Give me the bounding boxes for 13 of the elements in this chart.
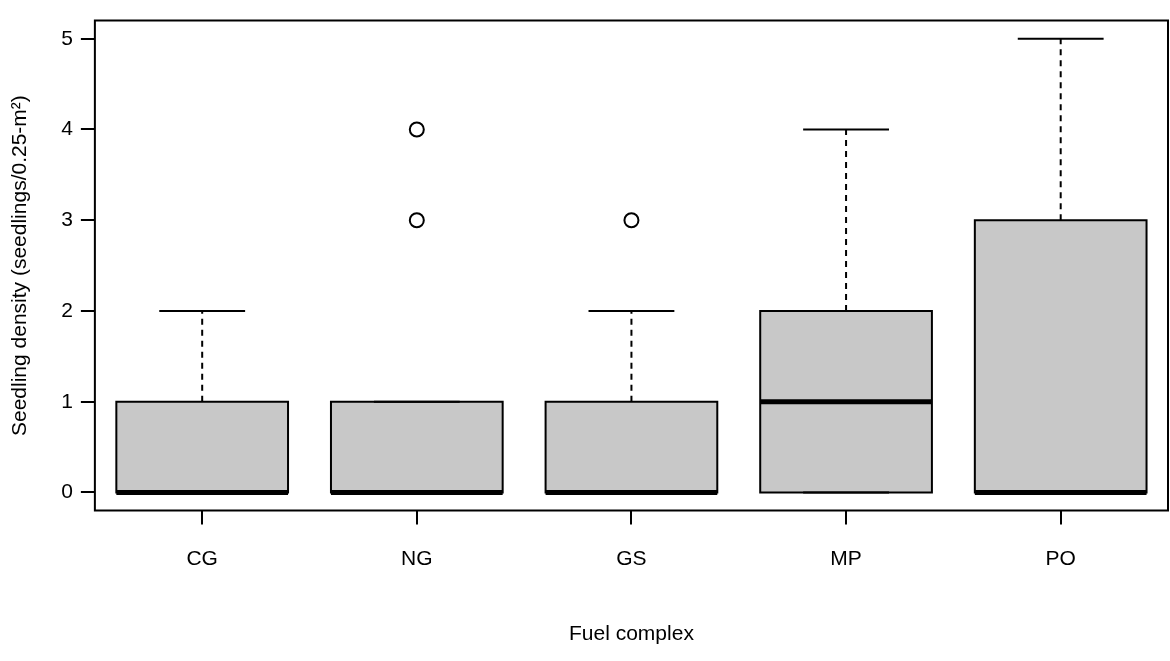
x-axis-title: Fuel complex: [568, 621, 695, 645]
y-tick-label: 1: [61, 388, 73, 412]
x-tick-label: PO: [1045, 546, 1076, 569]
x-tick-label: CG: [186, 546, 218, 569]
y-tick-label: 5: [61, 25, 73, 49]
x-tick-label: MP: [830, 546, 862, 569]
y-tick-label: 3: [61, 207, 73, 231]
x-tick-label: NG: [401, 546, 433, 569]
x-tick-label: GS: [616, 546, 647, 569]
y-tick-label: 4: [61, 116, 74, 140]
y-tick-label: 2: [61, 297, 73, 321]
y-axis-title: Seedling density (seedlings/0.25-m²): [7, 95, 31, 437]
y-tick-label: 0: [61, 479, 73, 503]
